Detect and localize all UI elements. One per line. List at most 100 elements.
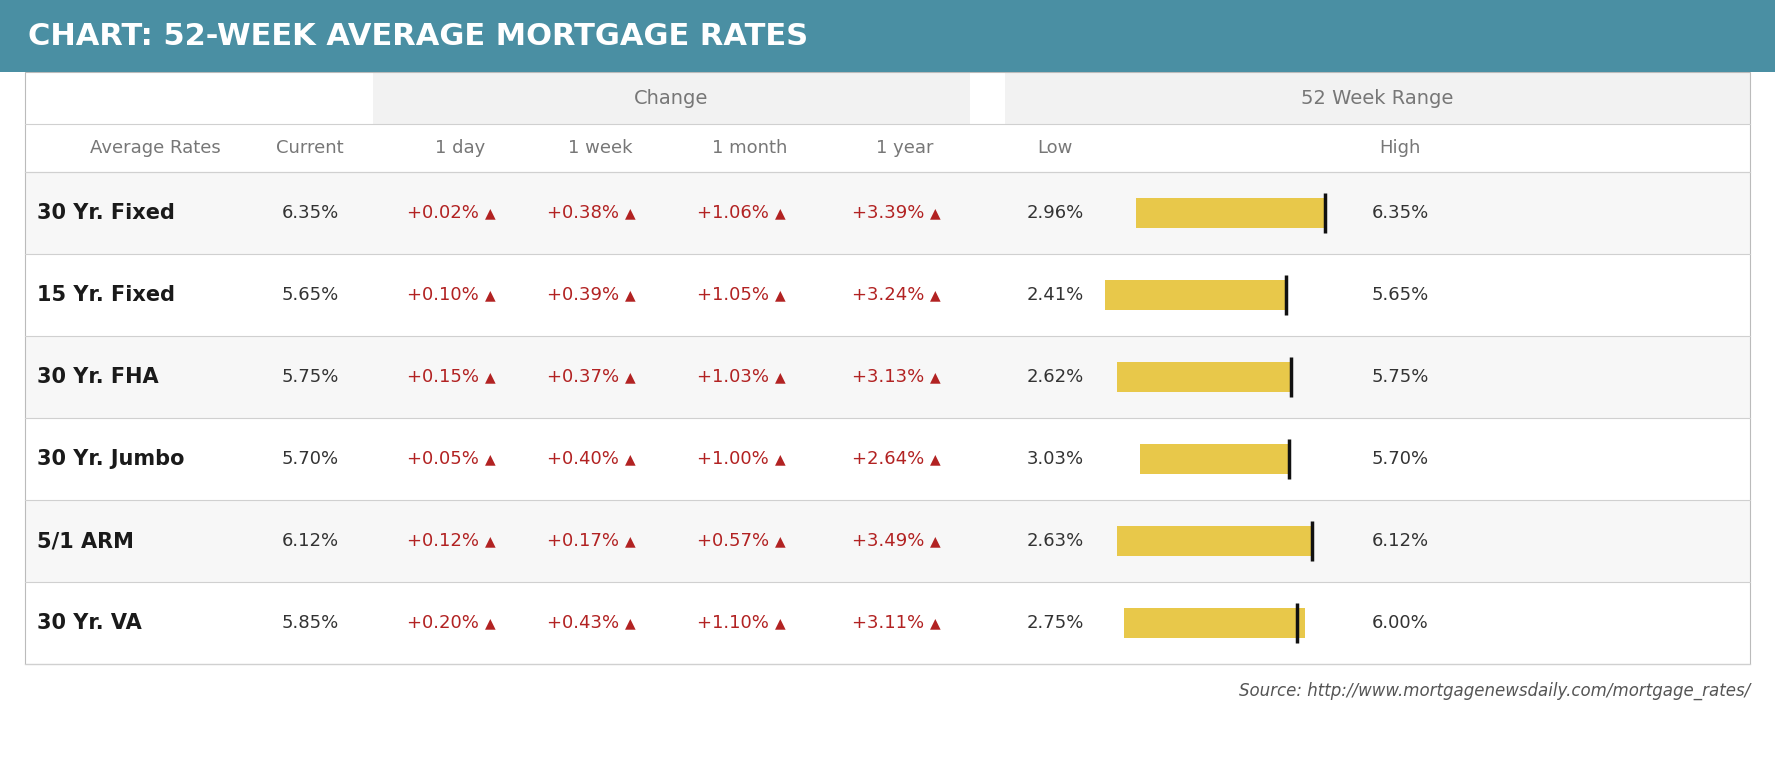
Bar — [25, 172, 1750, 254]
Text: +1.03%: +1.03% — [698, 368, 776, 386]
Text: 15 Yr. Fixed: 15 Yr. Fixed — [37, 285, 176, 305]
Text: ▲: ▲ — [776, 616, 786, 630]
Text: ▲: ▲ — [930, 288, 941, 302]
Text: ▲: ▲ — [930, 534, 941, 548]
Text: 6.12%: 6.12% — [1372, 532, 1429, 550]
Text: +0.17%: +0.17% — [547, 532, 625, 550]
Bar — [25, 418, 1750, 500]
Text: +3.49%: +3.49% — [852, 532, 930, 550]
Text: 3.03%: 3.03% — [1026, 450, 1083, 468]
Text: 6.35%: 6.35% — [1372, 204, 1429, 222]
Text: +0.15%: +0.15% — [406, 368, 485, 386]
Text: +0.38%: +0.38% — [547, 204, 625, 222]
Text: ▲: ▲ — [485, 616, 495, 630]
Bar — [1116, 526, 1312, 556]
Text: 30 Yr. Jumbo: 30 Yr. Jumbo — [37, 449, 185, 469]
Bar — [1124, 608, 1305, 638]
Text: 6.12%: 6.12% — [282, 532, 339, 550]
Text: +1.10%: +1.10% — [698, 614, 776, 632]
Text: +3.24%: +3.24% — [852, 286, 930, 304]
Text: 30 Yr. VA: 30 Yr. VA — [37, 613, 142, 633]
Text: +1.00%: +1.00% — [698, 450, 774, 468]
Bar — [25, 500, 1750, 582]
Text: ▲: ▲ — [776, 206, 786, 220]
Bar — [1136, 198, 1324, 228]
Text: 1 week: 1 week — [568, 139, 632, 157]
Text: +0.39%: +0.39% — [547, 286, 625, 304]
Text: 2.75%: 2.75% — [1026, 614, 1085, 632]
Text: 2.96%: 2.96% — [1026, 204, 1083, 222]
Bar — [25, 72, 1750, 664]
Text: 5/1 ARM: 5/1 ARM — [37, 531, 133, 551]
Bar — [1140, 444, 1289, 474]
Text: 2.62%: 2.62% — [1026, 368, 1083, 386]
Bar — [1106, 280, 1285, 310]
Text: 5.75%: 5.75% — [1372, 368, 1429, 386]
Text: 1 month: 1 month — [712, 139, 788, 157]
Text: 2.63%: 2.63% — [1026, 532, 1083, 550]
Text: ▲: ▲ — [776, 288, 786, 302]
Text: 5.85%: 5.85% — [282, 614, 339, 632]
Text: +1.05%: +1.05% — [698, 286, 776, 304]
Bar — [1116, 362, 1292, 392]
Text: +0.43%: +0.43% — [547, 614, 625, 632]
Text: 5.65%: 5.65% — [282, 286, 339, 304]
Text: +3.11%: +3.11% — [852, 614, 930, 632]
Text: 1 day: 1 day — [435, 139, 485, 157]
Text: 6.35%: 6.35% — [282, 204, 339, 222]
Text: ▲: ▲ — [625, 534, 635, 548]
Text: ▲: ▲ — [625, 452, 635, 466]
Text: 5.70%: 5.70% — [282, 450, 339, 468]
Text: ▲: ▲ — [485, 534, 495, 548]
Bar — [25, 254, 1750, 336]
Text: 1 year: 1 year — [877, 139, 934, 157]
Text: 30 Yr. Fixed: 30 Yr. Fixed — [37, 203, 176, 223]
Text: +0.05%: +0.05% — [406, 450, 485, 468]
Text: Current: Current — [277, 139, 344, 157]
Text: ▲: ▲ — [625, 370, 635, 384]
Text: ▲: ▲ — [930, 206, 941, 220]
Text: +2.64%: +2.64% — [852, 450, 930, 468]
Bar — [0, 0, 1775, 72]
Text: Average Rates: Average Rates — [89, 139, 220, 157]
Text: ▲: ▲ — [485, 370, 495, 384]
Text: 52 Week Range: 52 Week Range — [1301, 89, 1454, 108]
Text: ▲: ▲ — [776, 534, 786, 548]
Text: ▲: ▲ — [485, 452, 495, 466]
Text: 5.75%: 5.75% — [280, 368, 339, 386]
Bar — [25, 336, 1750, 418]
Text: 2.41%: 2.41% — [1026, 286, 1083, 304]
Text: +0.37%: +0.37% — [547, 368, 625, 386]
Text: +3.13%: +3.13% — [852, 368, 930, 386]
Text: ▲: ▲ — [625, 288, 635, 302]
Bar — [25, 124, 1750, 172]
Text: CHART: 52-WEEK AVERAGE MORTGAGE RATES: CHART: 52-WEEK AVERAGE MORTGAGE RATES — [28, 22, 808, 51]
Text: +1.06%: +1.06% — [698, 204, 776, 222]
Text: ▲: ▲ — [625, 206, 635, 220]
Text: +0.57%: +0.57% — [698, 532, 776, 550]
Text: 5.70%: 5.70% — [1372, 450, 1429, 468]
Text: Low: Low — [1037, 139, 1072, 157]
Text: ▲: ▲ — [776, 452, 786, 466]
Bar — [373, 72, 969, 124]
Text: Change: Change — [634, 89, 708, 108]
Text: Source: http://www.mortgagenewsdaily.com/mortgage_rates/: Source: http://www.mortgagenewsdaily.com… — [1239, 682, 1750, 700]
Text: 30 Yr. FHA: 30 Yr. FHA — [37, 367, 158, 387]
Text: ▲: ▲ — [625, 616, 635, 630]
Text: ▲: ▲ — [485, 288, 495, 302]
Text: ▲: ▲ — [930, 452, 941, 466]
Bar — [1005, 72, 1750, 124]
Text: ▲: ▲ — [485, 206, 495, 220]
Text: +0.02%: +0.02% — [406, 204, 485, 222]
Text: 6.00%: 6.00% — [1372, 614, 1429, 632]
Text: +0.20%: +0.20% — [406, 614, 485, 632]
Text: 5.65%: 5.65% — [1372, 286, 1429, 304]
Bar — [25, 72, 1750, 124]
Bar — [25, 582, 1750, 664]
Text: +0.10%: +0.10% — [406, 286, 485, 304]
Text: ▲: ▲ — [776, 370, 786, 384]
Text: High: High — [1379, 139, 1420, 157]
Text: +3.39%: +3.39% — [852, 204, 930, 222]
Bar — [25, 72, 1750, 80]
Text: +0.40%: +0.40% — [547, 450, 625, 468]
